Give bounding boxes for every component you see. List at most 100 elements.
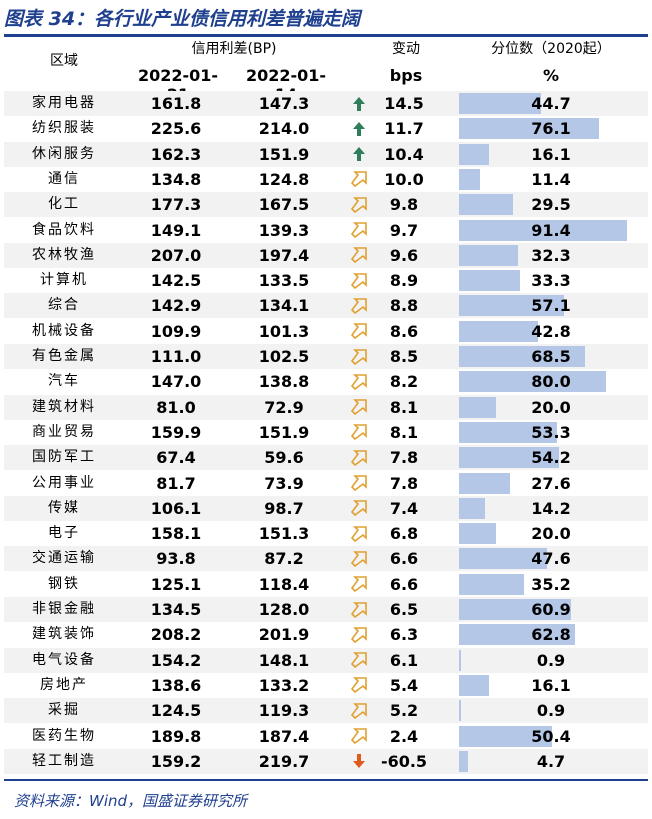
arrow-up-right-icon [348, 622, 370, 647]
spread-change: 7.8 [389, 473, 419, 493]
arrow-up-right-icon [348, 218, 370, 243]
arrow-up-right-icon [348, 445, 370, 470]
spread-current: 159.2 [150, 751, 202, 771]
industry-name: 电气设备 [32, 651, 96, 668]
spread-previous: 72.9 [264, 397, 304, 417]
spread-previous: 201.9 [258, 625, 310, 645]
table-row: 医药生物 189.8 187.4 2.4 50.4 [4, 724, 648, 749]
spread-current: 154.2 [150, 650, 202, 670]
source-note: 资料来源：Wind，国盛证券研究所 [14, 792, 248, 810]
percentile-cell: 33.3 [459, 268, 643, 293]
table-row: 纺织服装 225.6 214.0 11.7 76.1 [4, 116, 648, 141]
spread-change: 8.1 [389, 397, 419, 417]
header-pct-unit: % [542, 66, 560, 85]
table-row: 家用电器 161.8 147.3 14.5 44.7 [4, 91, 648, 116]
spread-current: 149.1 [150, 220, 202, 240]
percentile-bar [459, 472, 510, 494]
percentile-bar [459, 346, 586, 367]
percentile-bar [459, 244, 519, 266]
industry-name: 采掘 [48, 702, 80, 719]
percentile-cell: 27.6 [459, 471, 643, 496]
spread-previous: 187.4 [258, 726, 310, 746]
percentile-value: 44.7 [531, 94, 571, 113]
spread-change: 14.5 [384, 94, 424, 113]
percentile-cell: 16.1 [459, 142, 643, 167]
percentile-bar [459, 320, 538, 342]
industry-name: 国防军工 [32, 449, 96, 466]
arrow-down-icon [348, 749, 370, 774]
bottom-rule [4, 779, 648, 781]
percentile-cell: 42.8 [459, 319, 643, 344]
spread-change: 7.4 [389, 498, 419, 518]
spread-previous: 151.3 [258, 524, 310, 544]
percentile-bar [459, 750, 468, 772]
spread-change: 6.8 [389, 524, 419, 544]
percentile-cell: 0.9 [459, 698, 643, 723]
spread-current: 208.2 [150, 625, 202, 645]
percentile-value: 47.6 [531, 549, 571, 569]
percentile-bar [459, 396, 496, 418]
spread-change: 10.4 [384, 144, 424, 164]
industry-name: 交通运输 [32, 550, 96, 567]
spread-change: 8.9 [389, 271, 419, 291]
spread-previous: 151.9 [258, 422, 310, 442]
industry-name: 商业贸易 [32, 423, 96, 440]
industry-name: 计算机 [40, 272, 88, 289]
table-row: 钢铁 125.1 118.4 6.6 35.2 [4, 572, 648, 597]
header-spread: 信用利差(BP) [191, 41, 277, 57]
spread-change: 5.2 [389, 701, 419, 721]
arrow-up-right-icon [348, 724, 370, 749]
percentile-cell: 91.4 [459, 218, 643, 243]
spread-previous: 118.4 [258, 574, 310, 594]
spread-previous: 124.8 [258, 169, 310, 189]
industry-name: 纺织服装 [32, 120, 96, 137]
arrow-up-right-icon [348, 572, 370, 597]
percentile-cell: 20.0 [459, 521, 643, 546]
percentile-value: 53.3 [531, 422, 571, 442]
table-row: 机械设备 109.9 101.3 8.6 42.8 [4, 319, 648, 344]
percentile-value: 0.9 [536, 650, 566, 670]
header-row-2: 2022-01-21 2022-01-14 bps % [4, 66, 648, 104]
spread-change: 10.0 [384, 169, 424, 189]
spread-change: 2.4 [389, 726, 419, 746]
spread-current: 225.6 [150, 119, 202, 139]
spread-current: 124.5 [150, 701, 202, 721]
arrow-up-right-icon [348, 395, 370, 420]
spread-current: 106.1 [150, 498, 202, 518]
industry-name: 公用事业 [32, 474, 96, 491]
percentile-value: 62.8 [531, 625, 571, 645]
percentile-cell: 60.9 [459, 597, 643, 622]
percentile-cell: 53.3 [459, 420, 643, 445]
arrow-up-right-icon [348, 319, 370, 344]
spread-change: 11.7 [384, 119, 424, 139]
table-row: 公用事业 81.7 73.9 7.8 27.6 [4, 471, 648, 496]
percentile-cell: 32.3 [459, 243, 643, 268]
industry-name: 轻工制造 [32, 752, 96, 769]
industry-name: 休闲服务 [32, 145, 96, 162]
percentile-value: 27.6 [531, 473, 571, 493]
percentile-bar [459, 371, 607, 393]
arrow-up-icon [348, 116, 370, 141]
spread-current: 158.1 [150, 524, 202, 544]
arrow-up-right-icon [348, 243, 370, 268]
spread-current: 93.8 [156, 549, 196, 569]
percentile-value: 50.4 [531, 726, 571, 746]
percentile-bar [459, 270, 521, 292]
spread-current: 189.8 [150, 726, 202, 746]
spread-previous: 133.2 [258, 675, 310, 695]
percentile-bar [459, 548, 547, 570]
table-row: 交通运输 93.8 87.2 6.6 47.6 [4, 546, 648, 572]
industry-name: 电子 [48, 525, 80, 542]
percentile-bar [459, 674, 489, 696]
industry-name: 食品饮料 [32, 221, 96, 238]
arrow-up-right-icon [348, 420, 370, 445]
arrow-up-right-icon [348, 471, 370, 496]
industry-name: 通信 [48, 170, 80, 187]
industry-name: 机械设备 [32, 322, 96, 339]
industry-name: 建筑材料 [32, 398, 96, 415]
spread-previous: 73.9 [264, 473, 304, 493]
spread-change: 6.6 [389, 574, 419, 594]
title-rule [4, 34, 648, 37]
spread-change: 6.1 [389, 650, 419, 670]
spread-previous: 138.8 [258, 372, 310, 392]
